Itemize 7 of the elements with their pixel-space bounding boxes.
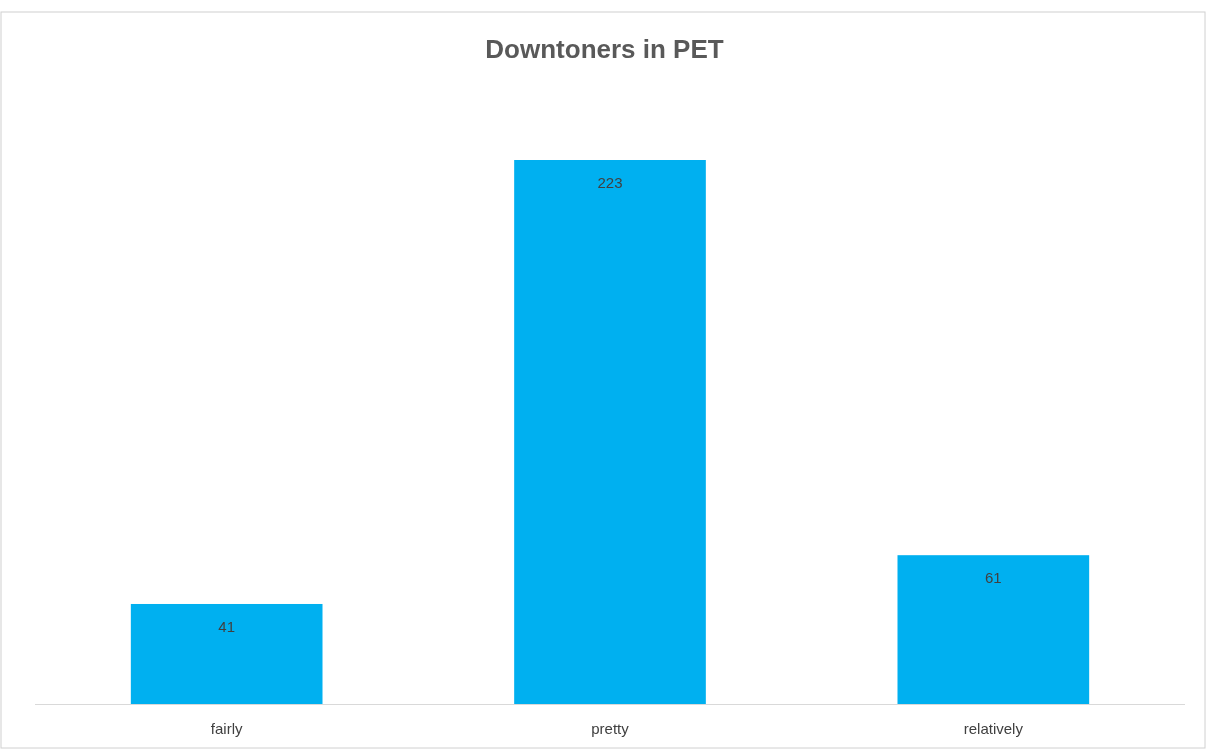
data-label: 223 — [597, 174, 623, 191]
x-tick-label: pretty — [591, 720, 630, 737]
chart-title: Downtoners in PET — [485, 34, 724, 64]
data-label: 61 — [984, 569, 1002, 587]
data-label: 41 — [218, 617, 236, 635]
x-tick-label: relatively — [963, 720, 1024, 737]
x-tick-label: fairly — [210, 720, 243, 737]
